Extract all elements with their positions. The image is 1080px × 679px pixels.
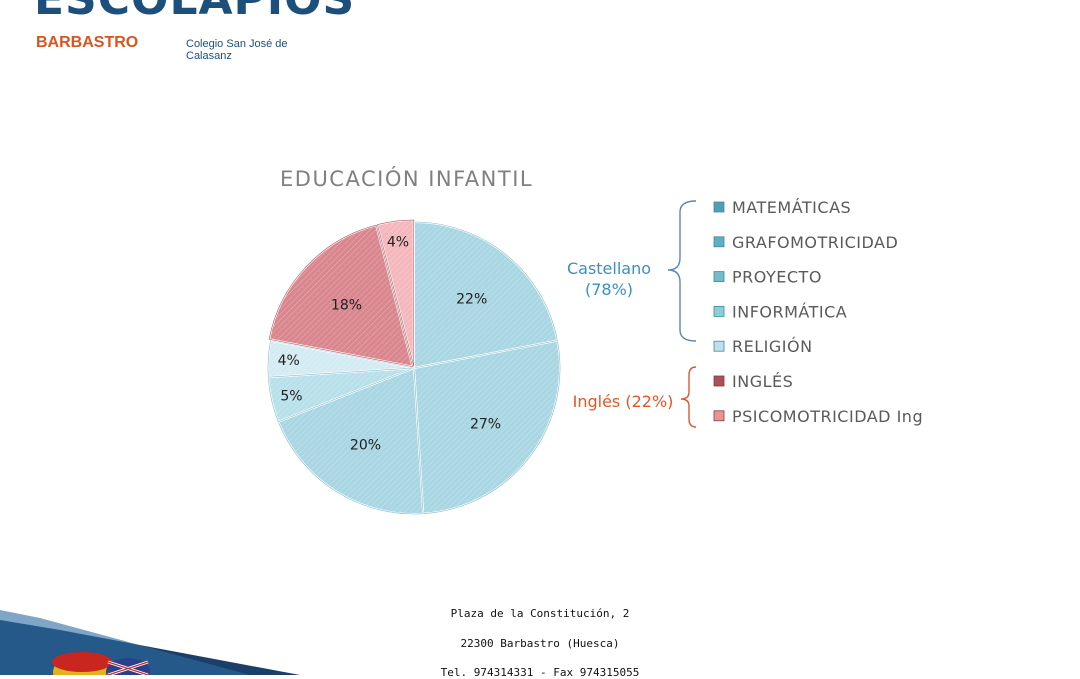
slice-label-ingles: 18% xyxy=(331,298,362,314)
logo-city: BARBASTRO xyxy=(36,34,139,51)
legend-label-informatica: INFORMÁTICA xyxy=(732,302,847,321)
castellano-bracket xyxy=(667,200,697,342)
slice-label-psicomotricidad-ing: 4% xyxy=(387,234,409,250)
legend-marker-ingles xyxy=(713,375,725,387)
legend-marker-religion xyxy=(713,340,725,352)
chart-title: EDUCACIÓN INFANTIL xyxy=(280,166,533,191)
pie-slice-texture xyxy=(277,367,424,515)
pie-slice-texture xyxy=(413,340,561,515)
slice-label-informatica: 5% xyxy=(280,388,302,404)
flag-banner-decoration xyxy=(0,610,300,675)
legend-label-psicomotricidad-ing: PSICOMOTRICIDAD Ing xyxy=(732,407,923,426)
legend-label-matematicas: MATEMÁTICAS xyxy=(732,198,851,217)
slice-label-matematicas: 22% xyxy=(456,291,487,307)
slice-label-proyecto: 20% xyxy=(350,437,381,453)
pie-slice-texture xyxy=(377,219,415,367)
pie-slice-texture xyxy=(413,221,558,369)
legend-label-ingles: INGLÉS xyxy=(732,372,793,391)
legend-label-grafomotricidad: GRAFOMOTRICIDAD xyxy=(732,233,898,252)
school-logo: ESCOLAPIOS BARBASTRO Colegio San José de… xyxy=(0,0,354,62)
footer-address: Plaza de la Constitución, 2 xyxy=(450,607,630,620)
legend-marker-grafomotricidad xyxy=(713,236,725,248)
group-label-castellano: Castellano xyxy=(567,259,651,278)
pie-slice-texture xyxy=(267,340,415,378)
logo-wordmark: ESCOLAPIOS xyxy=(34,0,355,22)
pie-slice-texture xyxy=(268,224,413,368)
ingles-bracket xyxy=(680,366,697,428)
footer-phone: Tel. 974314331 - Fax 974315055 xyxy=(440,666,640,679)
slice-label-grafomotricidad: 27% xyxy=(470,416,501,432)
group-label-ingles: Inglés (22%) xyxy=(573,392,674,411)
slice-label-religion: 4% xyxy=(278,353,300,369)
legend-marker-matematicas xyxy=(713,201,725,213)
legend-label-proyecto: PROYECTO xyxy=(732,268,822,287)
legend-marker-informatica xyxy=(713,305,725,317)
footer-city: 22300 Barbastro (Huesca) xyxy=(460,637,620,650)
legend-marker-psicomotricidad-ing xyxy=(713,410,725,422)
group-percent-castellano: (78%) xyxy=(585,280,633,299)
logo-subtitle: Colegio San José de Calasanz xyxy=(186,38,288,62)
legend-label-religion: RELIGIÓN xyxy=(732,337,813,356)
legend-marker-proyecto xyxy=(713,271,725,283)
